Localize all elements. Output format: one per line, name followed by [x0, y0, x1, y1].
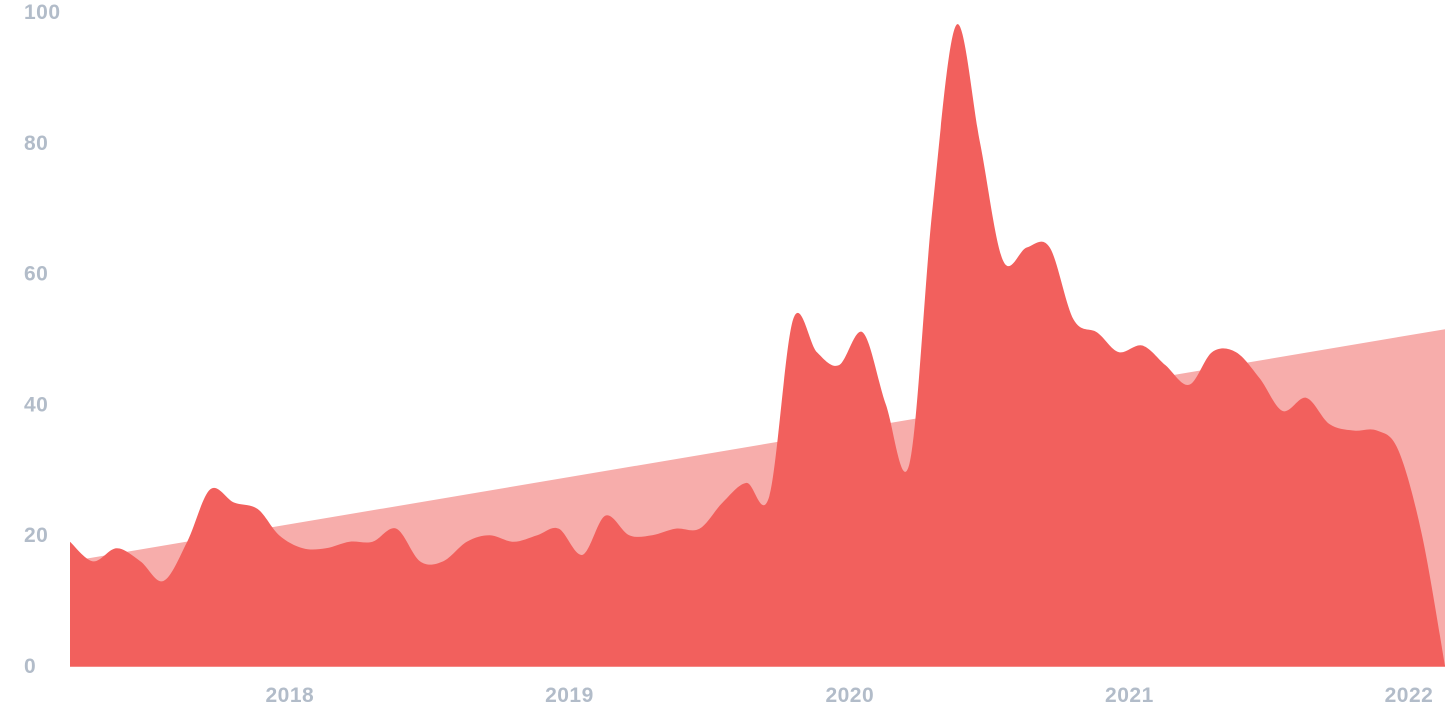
y-tick-label-20: 20: [24, 524, 48, 547]
y-tick-label-60: 60: [24, 263, 48, 286]
x-tick-label-2022: 2022: [1385, 684, 1434, 707]
x-tick-label-2019: 2019: [545, 684, 594, 707]
x-tick-label-2020: 2020: [825, 684, 874, 707]
y-tick-label-100: 100: [24, 1, 61, 24]
y-tick-label-0: 0: [24, 655, 36, 678]
y-tick-label-40: 40: [24, 393, 48, 416]
main-area-layer: [70, 24, 1445, 667]
y-tick-label-80: 80: [24, 132, 48, 155]
x-axis: 2018 2019 2020 2021 2022: [70, 665, 1445, 707]
x-tick-label-2018: 2018: [265, 684, 314, 707]
main-series-area: [70, 24, 1445, 667]
x-tick-label-2021: 2021: [1105, 684, 1154, 707]
y-axis: 0 20 40 60 80 100: [24, 1, 61, 678]
